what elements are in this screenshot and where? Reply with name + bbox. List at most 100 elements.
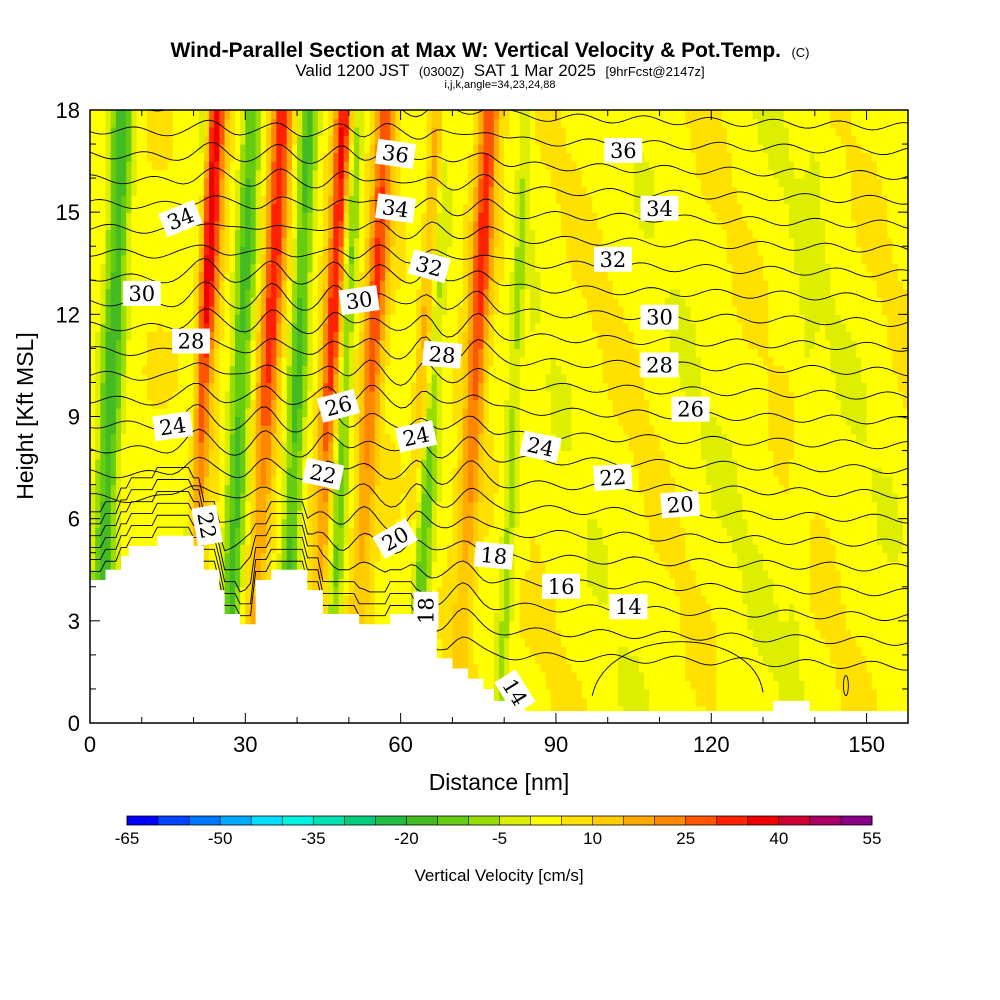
- velocity-cell: [229, 365, 236, 435]
- theta-contour-line: [90, 110, 908, 131]
- velocity-cell: [172, 348, 179, 392]
- velocity-cell: [685, 127, 692, 307]
- velocity-cell: [421, 459, 428, 494]
- velocity-cell: [737, 569, 743, 723]
- velocity-cell: [721, 127, 728, 230]
- colorbar-swatch: [468, 816, 500, 825]
- velocity-cell: [887, 237, 894, 349]
- velocity-cell: [649, 544, 655, 723]
- velocity-cell: [374, 484, 381, 562]
- y-tick-label: 3: [68, 609, 80, 634]
- velocity-cell: [623, 322, 630, 435]
- theta-label-box: [494, 669, 536, 715]
- velocity-cell: [317, 348, 324, 409]
- velocity-cell: [447, 544, 454, 723]
- velocity-cell: [234, 229, 241, 315]
- velocity-cell: [307, 271, 314, 392]
- velocity-cell: [302, 416, 309, 460]
- velocity-cell: [514, 246, 521, 349]
- theta-label: 30: [338, 285, 380, 316]
- velocity-cell: [731, 110, 738, 188]
- velocity-cell: [348, 195, 355, 247]
- velocity-cell: [333, 203, 340, 332]
- velocity-cell: [436, 186, 443, 213]
- velocity-cell: [209, 450, 215, 545]
- velocity-cell: [229, 110, 236, 162]
- velocity-cell: [680, 390, 686, 528]
- velocity-cell: [871, 688, 878, 723]
- velocity-cell: [348, 144, 355, 171]
- velocity-cell: [856, 110, 863, 145]
- velocity-cell: [654, 110, 661, 435]
- velocity-cell: [561, 646, 567, 723]
- velocity-cell: [535, 544, 542, 664]
- velocity-cell: [550, 110, 557, 188]
- velocity-cell: [483, 288, 490, 315]
- velocity-cell: [721, 110, 728, 128]
- velocity-cell: [328, 135, 334, 196]
- y-tick-label: 15: [56, 200, 80, 225]
- velocity-cell: [566, 382, 573, 452]
- velocity-cell: [385, 271, 391, 315]
- velocity-cell: [369, 535, 376, 656]
- theta-label-box: [609, 594, 648, 620]
- velocity-cell: [400, 212, 407, 281]
- velocity-cell: [291, 373, 298, 443]
- velocity-cell: [447, 110, 454, 188]
- subtitle-utc: (0300Z): [419, 64, 465, 79]
- velocity-cell: [447, 186, 454, 247]
- velocity-cell: [788, 161, 795, 239]
- velocity-cell: [291, 237, 298, 281]
- velocity-cell: [302, 365, 309, 418]
- velocity-cell: [379, 339, 386, 384]
- velocity-cell: [814, 110, 821, 162]
- velocity-cell: [121, 373, 127, 435]
- velocity-cell: [467, 271, 474, 341]
- velocity-cell: [524, 288, 531, 571]
- velocity-cell: [483, 110, 490, 154]
- velocity-cell: [317, 135, 324, 256]
- velocity-cell: [504, 399, 510, 528]
- velocity-cell: [882, 195, 888, 315]
- velocity-cell: [695, 356, 702, 418]
- velocity-cell: [250, 510, 257, 596]
- velocity-cell: [602, 382, 609, 545]
- theta-label: 22: [191, 504, 223, 547]
- velocity-cell: [876, 297, 883, 469]
- velocity-cell: [752, 646, 759, 723]
- velocity-cell: [400, 280, 407, 477]
- velocity-cell: [695, 110, 702, 179]
- colorbar-swatch: [530, 816, 562, 825]
- velocity-cell: [757, 356, 764, 554]
- velocity-cell: [141, 110, 148, 367]
- velocity-cell: [390, 442, 397, 528]
- velocity-cell: [887, 476, 894, 562]
- velocity-cell: [504, 110, 510, 137]
- velocity-cell: [819, 518, 826, 639]
- velocity-cell: [266, 382, 272, 426]
- velocity-cell: [255, 382, 262, 630]
- theta-label-box: [152, 411, 194, 442]
- velocity-cell: [592, 331, 598, 520]
- velocity-cell: [348, 169, 355, 196]
- theta-label: 16: [542, 573, 581, 599]
- velocity-cell: [499, 118, 505, 281]
- theta-label-text: 22: [192, 510, 220, 540]
- velocity-cell: [157, 169, 164, 324]
- theta-label-box: [640, 352, 679, 378]
- velocity-cell: [581, 110, 588, 188]
- velocity-cell: [731, 552, 738, 723]
- velocity-cell: [483, 314, 490, 341]
- subtitle-date: SAT 1 Mar 2025: [474, 61, 596, 80]
- theta-contour-line: [90, 308, 908, 352]
- theta-label-text: 30: [646, 306, 673, 330]
- velocity-cell: [467, 110, 474, 154]
- velocity-cell: [359, 561, 365, 682]
- velocity-cell: [266, 425, 272, 460]
- velocity-cell: [483, 535, 490, 690]
- velocity-cell: [773, 603, 780, 682]
- velocity-cell: [426, 442, 433, 528]
- theta-label-box: [422, 340, 463, 369]
- velocity-cell: [442, 161, 448, 315]
- theta-label: 30: [640, 304, 679, 330]
